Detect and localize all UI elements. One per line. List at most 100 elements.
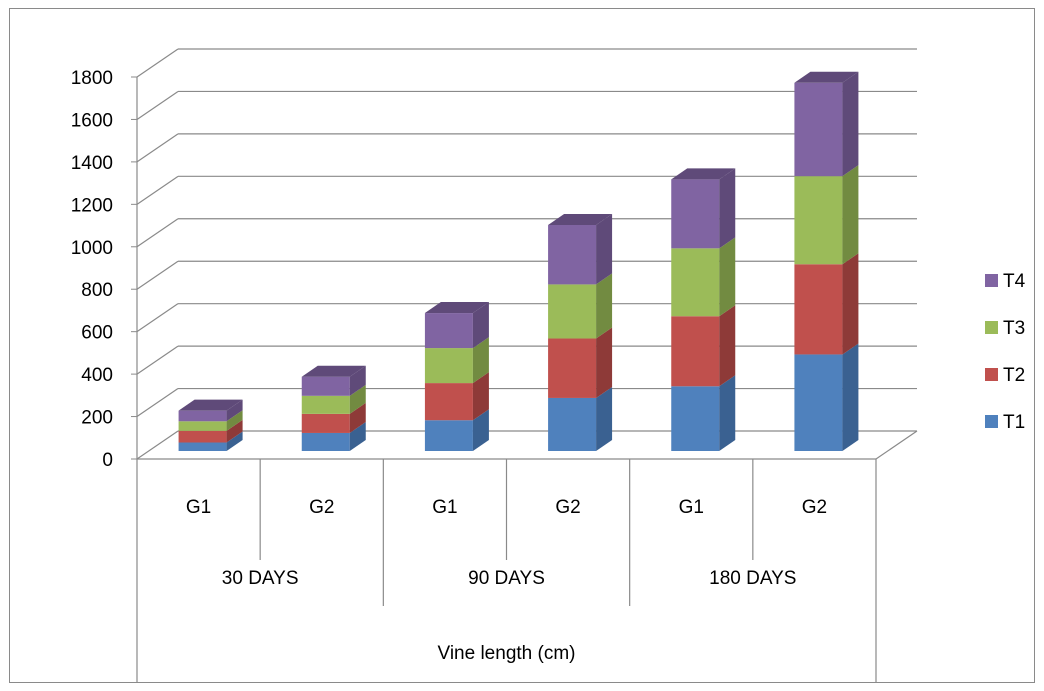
bar-side-t1 — [842, 343, 859, 451]
y-tick-label: 200 — [81, 408, 113, 429]
y-tick-label: 800 — [81, 280, 113, 301]
category-label: G1 — [432, 497, 457, 518]
legend-label-t1: T1 — [1003, 412, 1025, 433]
bar-segment-t1 — [178, 442, 227, 451]
gridline-diagonal — [136, 133, 179, 163]
bar-side-t1 — [596, 386, 613, 451]
gridline-diagonal — [136, 175, 179, 205]
gridline-diagonal — [136, 303, 179, 333]
bar-side-t4 — [226, 399, 243, 422]
bar-segment-t3 — [794, 176, 843, 265]
category-label: G2 — [802, 497, 827, 518]
bar-side-t4 — [719, 168, 736, 249]
bar-side-t1 — [226, 431, 243, 451]
bar-segment-t3 — [178, 421, 227, 431]
bar-side-t3 — [472, 337, 489, 384]
bar-segment-t1 — [424, 420, 473, 451]
legend-label-t3: T3 — [1003, 318, 1025, 339]
gridline-diagonal — [136, 218, 179, 248]
category-label: G2 — [309, 497, 334, 518]
category-label: G1 — [679, 497, 704, 518]
bar-side-t2 — [842, 253, 859, 355]
gridline-diagonal — [136, 388, 179, 418]
bar-side-t3 — [719, 237, 736, 317]
gridline-diagonal — [136, 48, 179, 78]
bar-segment-t1 — [548, 397, 597, 451]
gridline-diagonal — [136, 345, 179, 375]
floor-edge — [875, 430, 918, 460]
y-tick-label: 1400 — [71, 153, 113, 174]
bar-segment-t2 — [548, 338, 597, 398]
group-label: 180 DAYS — [709, 568, 796, 589]
bar-segment-t2 — [794, 264, 843, 355]
bar-segment-t4 — [671, 179, 720, 249]
bar-segment-t2 — [178, 430, 227, 443]
group-label: 90 DAYS — [468, 568, 545, 589]
bar-side-t3 — [226, 410, 243, 431]
y-tick-label: 600 — [81, 323, 113, 344]
legend-swatch-t1 — [985, 415, 998, 428]
bar-segment-t2 — [671, 316, 720, 387]
gridline-diagonal — [136, 90, 179, 120]
bar-top — [178, 399, 243, 411]
bar-side-t2 — [596, 327, 613, 398]
x-axis-title: Vine length (cm) — [438, 643, 576, 664]
legend-label-t4: T4 — [1003, 271, 1026, 292]
bar-side-t1 — [472, 409, 489, 451]
bar-segment-t4 — [178, 410, 227, 422]
legend-swatch-t3 — [985, 321, 998, 334]
labels: Vine length (cm) 0 200 400 600 800 1000 1200 14… — [71, 68, 827, 664]
bar-segment-t4 — [424, 313, 473, 349]
bar-side-t3 — [842, 165, 859, 265]
bar-segment-t4 — [548, 224, 597, 285]
gridlines — [136, 48, 917, 460]
bars — [178, 71, 859, 451]
y-tick-label: 1200 — [71, 195, 113, 216]
bar-side-t4 — [349, 365, 366, 396]
bar-segment-t1 — [301, 432, 350, 451]
bar-top — [794, 71, 859, 83]
bar-segment-t1 — [671, 386, 720, 451]
bar-segment-t2 — [301, 413, 350, 433]
chart-frame — [9, 8, 1035, 683]
legend-label-t2: T2 — [1003, 365, 1025, 386]
bar-side-t4 — [842, 71, 859, 177]
y-tick-label: 1600 — [71, 110, 113, 131]
y-tick-label: 400 — [81, 365, 113, 386]
bar-segment-t3 — [671, 248, 720, 317]
bar-side-t2 — [226, 419, 243, 443]
legend-swatch-t4 — [985, 274, 998, 287]
gridline-diagonal — [136, 430, 179, 460]
bar-top — [424, 302, 489, 314]
bar-segment-t3 — [301, 395, 350, 414]
legend-swatch-t2 — [985, 368, 998, 381]
category-label: G1 — [186, 497, 211, 518]
bar-side-t4 — [596, 213, 613, 285]
bar-segment-t4 — [301, 376, 350, 396]
bar-segment-t3 — [424, 348, 473, 384]
bar-side-t2 — [349, 402, 366, 433]
y-tick-label: 1000 — [71, 238, 113, 259]
gridline-diagonal — [136, 260, 179, 290]
legend: T4 T3 T2 T1 — [985, 271, 1026, 433]
bar-top — [671, 168, 736, 180]
bar-side-t2 — [472, 372, 489, 421]
bar-segment-t2 — [424, 383, 473, 421]
group-label: 30 DAYS — [222, 568, 299, 589]
y-tick-label: 1800 — [71, 68, 113, 89]
category-label: G2 — [555, 497, 580, 518]
bar-segment-t3 — [548, 284, 597, 339]
bar-side-t3 — [349, 384, 366, 414]
bar-top — [301, 365, 366, 377]
y-tick-label: 0 — [102, 450, 113, 471]
axes — [131, 76, 918, 683]
bar-side-t4 — [472, 302, 489, 349]
bar-side-t3 — [596, 273, 613, 339]
bar-side-t1 — [349, 421, 366, 451]
bar-top — [548, 213, 613, 225]
bar-side-t2 — [719, 305, 736, 387]
bar-side-t1 — [719, 375, 736, 451]
bar-segment-t1 — [794, 354, 843, 451]
bar-segment-t4 — [794, 82, 843, 177]
